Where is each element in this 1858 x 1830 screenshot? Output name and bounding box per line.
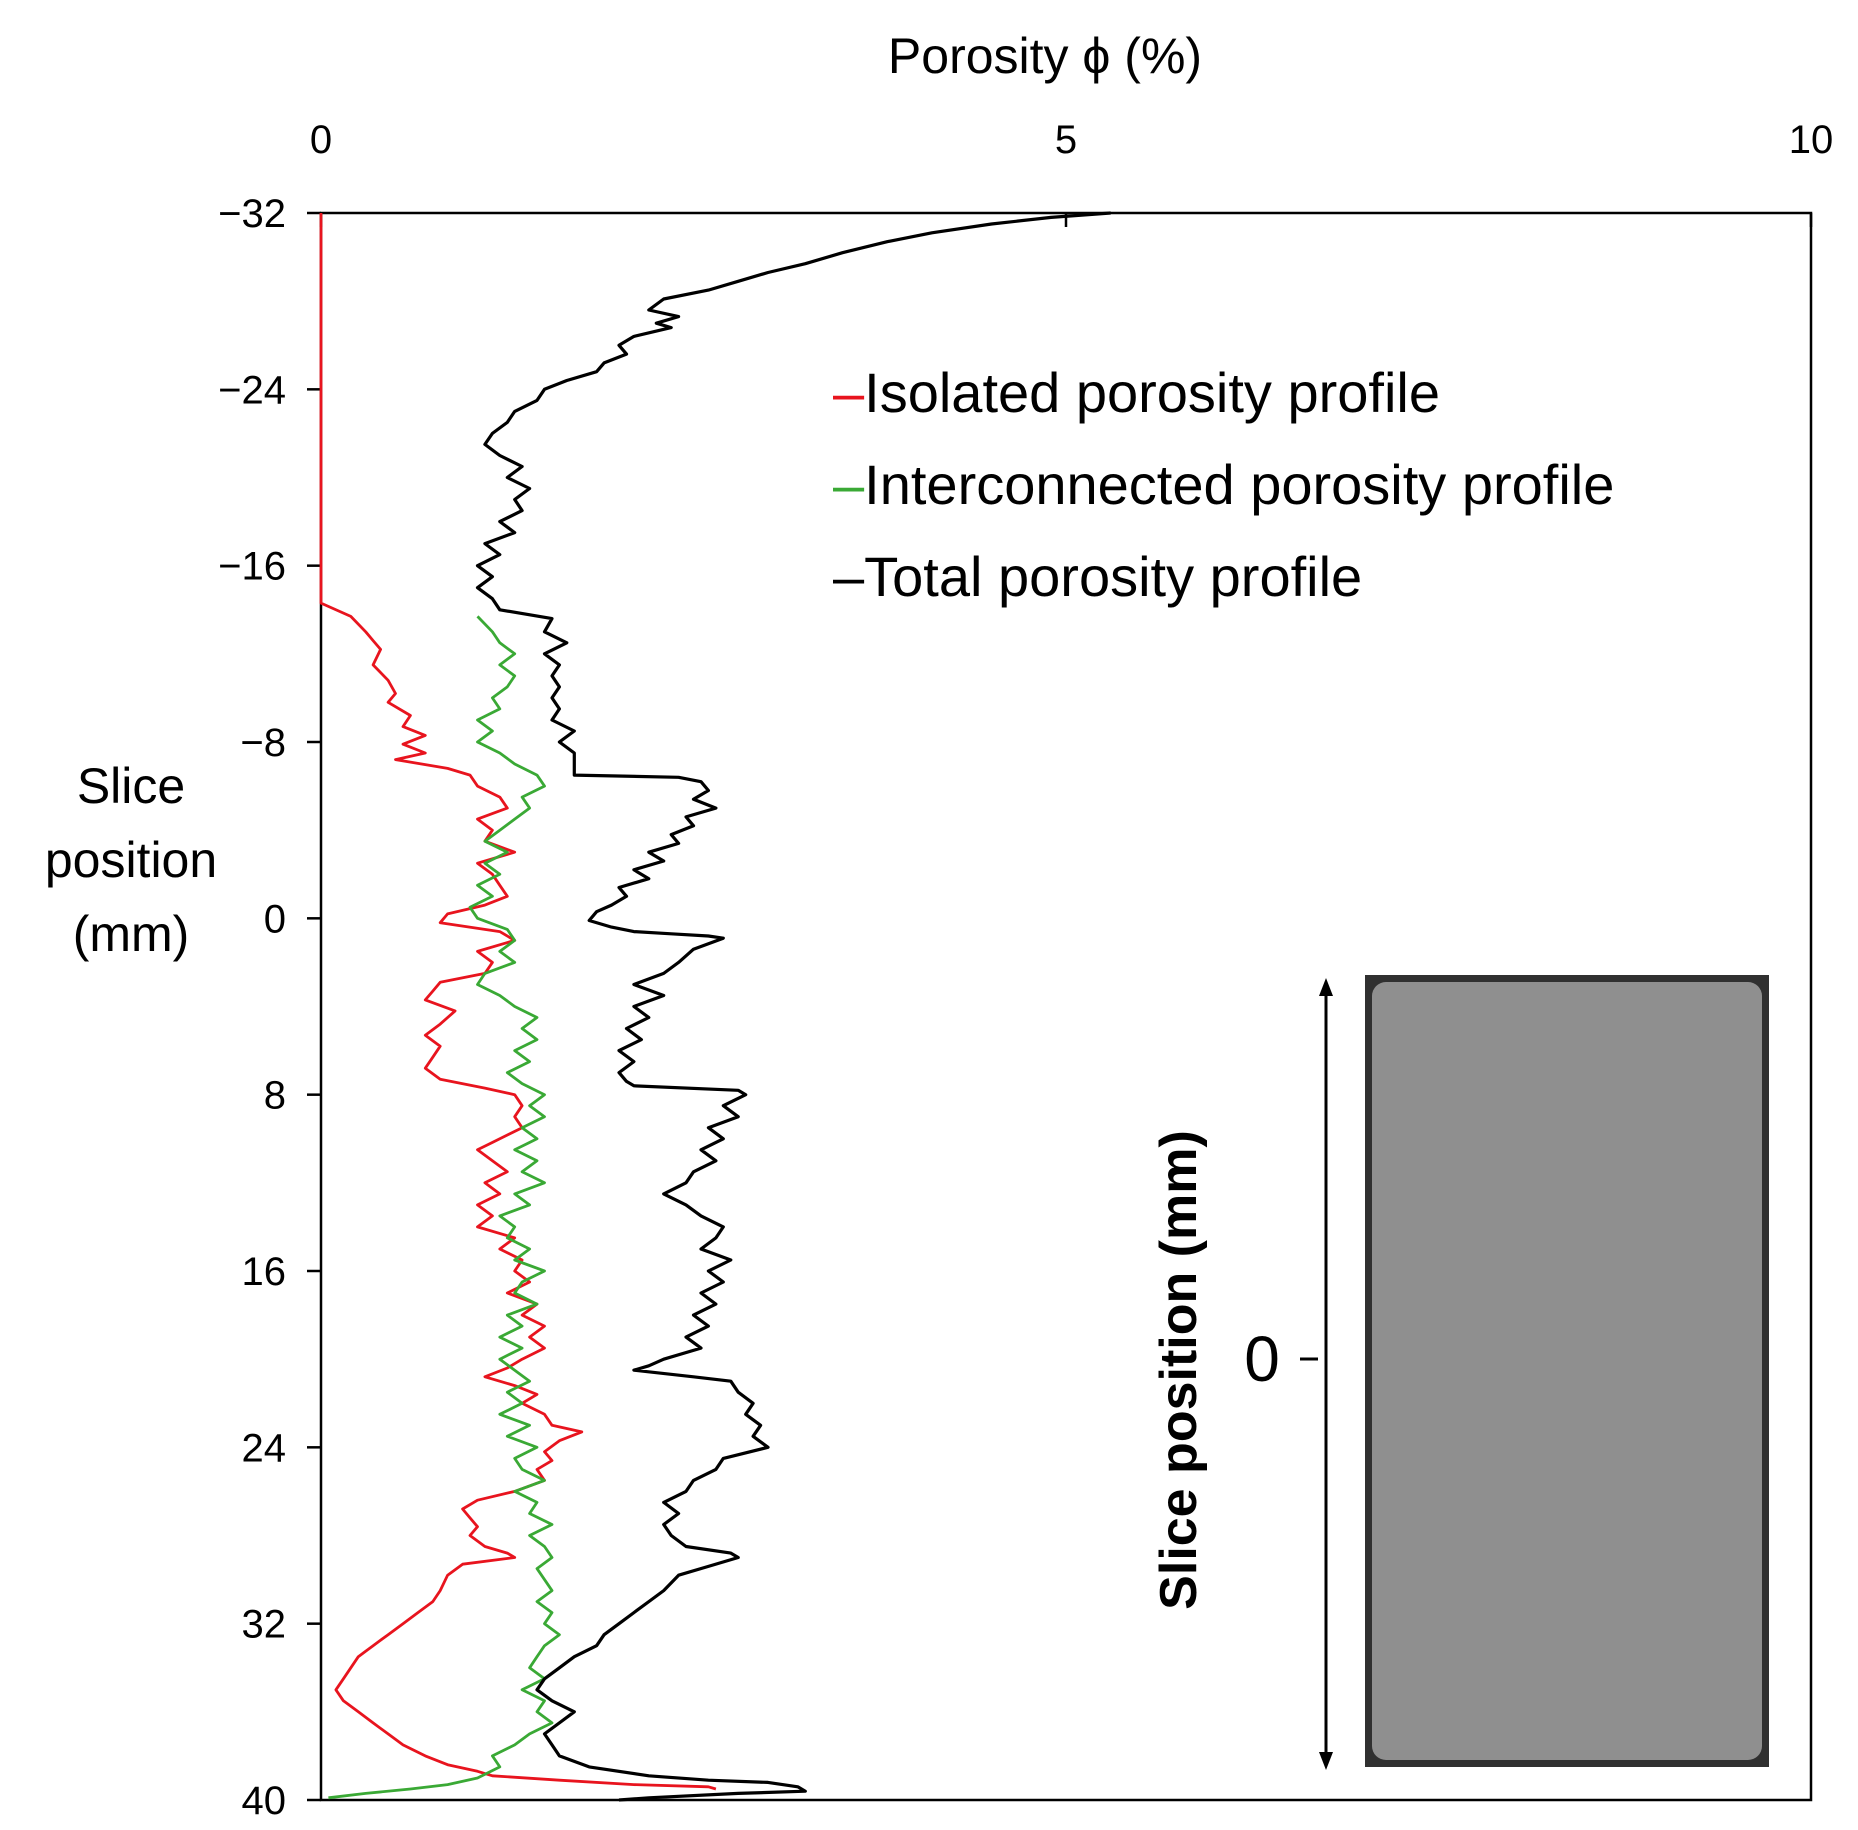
legend-label: Interconnected porosity profile xyxy=(864,453,1614,516)
y-tick-label: 24 xyxy=(242,1426,287,1470)
y-axis-title-line-2: position xyxy=(45,832,217,888)
y-tick-label: 16 xyxy=(242,1250,287,1294)
series-layer xyxy=(319,211,1111,1802)
y-tick-label: 40 xyxy=(242,1779,287,1823)
y-axis-title: Slice position (mm) xyxy=(45,758,217,962)
interconnected-porosity-line xyxy=(328,615,561,1800)
y-tick-label: −24 xyxy=(218,368,286,412)
y-tick-label: −8 xyxy=(240,721,286,765)
legend-swatch: – xyxy=(833,545,865,608)
legend-swatch: – xyxy=(833,361,865,424)
inset-arrow-head-top xyxy=(1319,978,1333,996)
x-tick-label: 0 xyxy=(310,118,332,162)
y-tick-label: 32 xyxy=(242,1603,287,1647)
inset-axis-title: Slice position (mm) xyxy=(1150,1130,1208,1610)
y-tick-label: −16 xyxy=(218,545,286,589)
x-tick-label: 10 xyxy=(1789,118,1834,162)
isolated-porosity-line xyxy=(319,213,717,1791)
legend-isolated: –Isolated porosity profile xyxy=(833,361,1440,424)
inset-arrow-head-bottom xyxy=(1319,1752,1333,1770)
y-axis-title-line-3: (mm) xyxy=(73,906,190,962)
x-tick-label: 5 xyxy=(1055,118,1077,162)
legend-label: Total porosity profile xyxy=(864,545,1362,608)
ct-scan-sample xyxy=(1372,982,1762,1760)
legend-interconnected: –Interconnected porosity profile xyxy=(833,453,1614,516)
legend-swatch: – xyxy=(833,453,865,516)
total-porosity-line xyxy=(475,211,1111,1802)
y-axis-ticks: −32 −24 −16 −8 0 8 16 24 32 40 xyxy=(218,192,321,1823)
x-axis-ticks: 0 5 10 xyxy=(310,118,1833,227)
y-tick-label: 0 xyxy=(264,897,286,941)
inset-zero-label: 0 xyxy=(1244,1323,1280,1395)
legend-label: Isolated porosity profile xyxy=(864,361,1440,424)
legend-total: –Total porosity profile xyxy=(833,545,1362,608)
ct-scan-inset: 0 Slice position (mm) xyxy=(1150,975,1769,1770)
y-tick-label: −32 xyxy=(218,192,286,236)
y-axis-title-line-1: Slice xyxy=(77,758,185,814)
y-tick-label: 8 xyxy=(264,1074,286,1118)
x-axis-title: Porosity ϕ (%) xyxy=(888,28,1202,84)
legend: –Isolated porosity profile –Interconnect… xyxy=(833,361,1614,608)
